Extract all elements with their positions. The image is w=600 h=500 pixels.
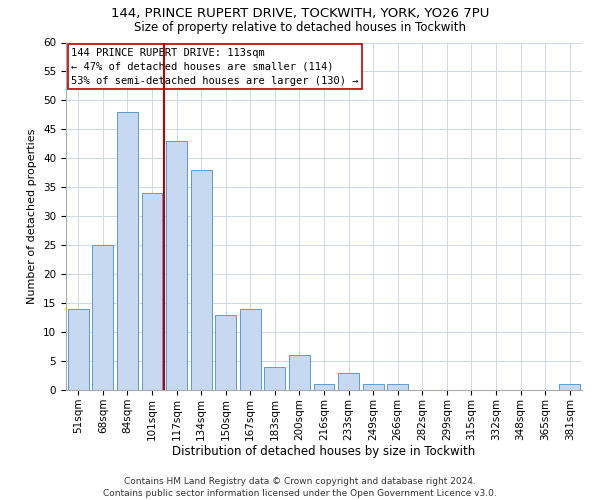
- Text: Size of property relative to detached houses in Tockwith: Size of property relative to detached ho…: [134, 21, 466, 34]
- Text: Contains HM Land Registry data © Crown copyright and database right 2024.
Contai: Contains HM Land Registry data © Crown c…: [103, 476, 497, 498]
- Bar: [387, 384, 408, 390]
- Y-axis label: Number of detached properties: Number of detached properties: [28, 128, 37, 304]
- Bar: [191, 170, 212, 390]
- Bar: [240, 309, 261, 390]
- Bar: [92, 245, 113, 390]
- Text: 144, PRINCE RUPERT DRIVE, TOCKWITH, YORK, YO26 7PU: 144, PRINCE RUPERT DRIVE, TOCKWITH, YORK…: [111, 8, 489, 20]
- Bar: [314, 384, 334, 390]
- Bar: [289, 355, 310, 390]
- Bar: [338, 372, 359, 390]
- Bar: [559, 384, 580, 390]
- Bar: [215, 314, 236, 390]
- Bar: [117, 112, 138, 390]
- Bar: [362, 384, 383, 390]
- Bar: [265, 367, 286, 390]
- Text: 144 PRINCE RUPERT DRIVE: 113sqm
← 47% of detached houses are smaller (114)
53% o: 144 PRINCE RUPERT DRIVE: 113sqm ← 47% of…: [71, 48, 359, 86]
- Bar: [68, 309, 89, 390]
- Bar: [142, 193, 163, 390]
- X-axis label: Distribution of detached houses by size in Tockwith: Distribution of detached houses by size …: [172, 446, 476, 458]
- Bar: [166, 141, 187, 390]
